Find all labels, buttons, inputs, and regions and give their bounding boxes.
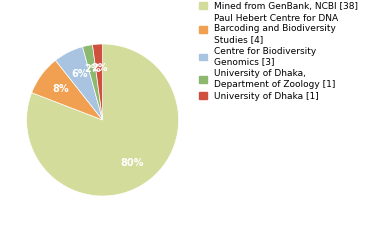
Text: 8%: 8% xyxy=(53,84,69,94)
Text: 80%: 80% xyxy=(120,158,144,168)
Wedge shape xyxy=(92,44,103,120)
Wedge shape xyxy=(82,45,103,120)
Wedge shape xyxy=(55,47,103,120)
Wedge shape xyxy=(32,60,103,120)
Text: 2%: 2% xyxy=(84,64,101,74)
Text: 2%: 2% xyxy=(91,63,108,73)
Legend: Mined from GenBank, NCBI [38], Paul Hebert Centre for DNA
Barcoding and Biodiver: Mined from GenBank, NCBI [38], Paul Hebe… xyxy=(198,0,359,103)
Wedge shape xyxy=(27,44,179,196)
Text: 6%: 6% xyxy=(71,69,87,79)
